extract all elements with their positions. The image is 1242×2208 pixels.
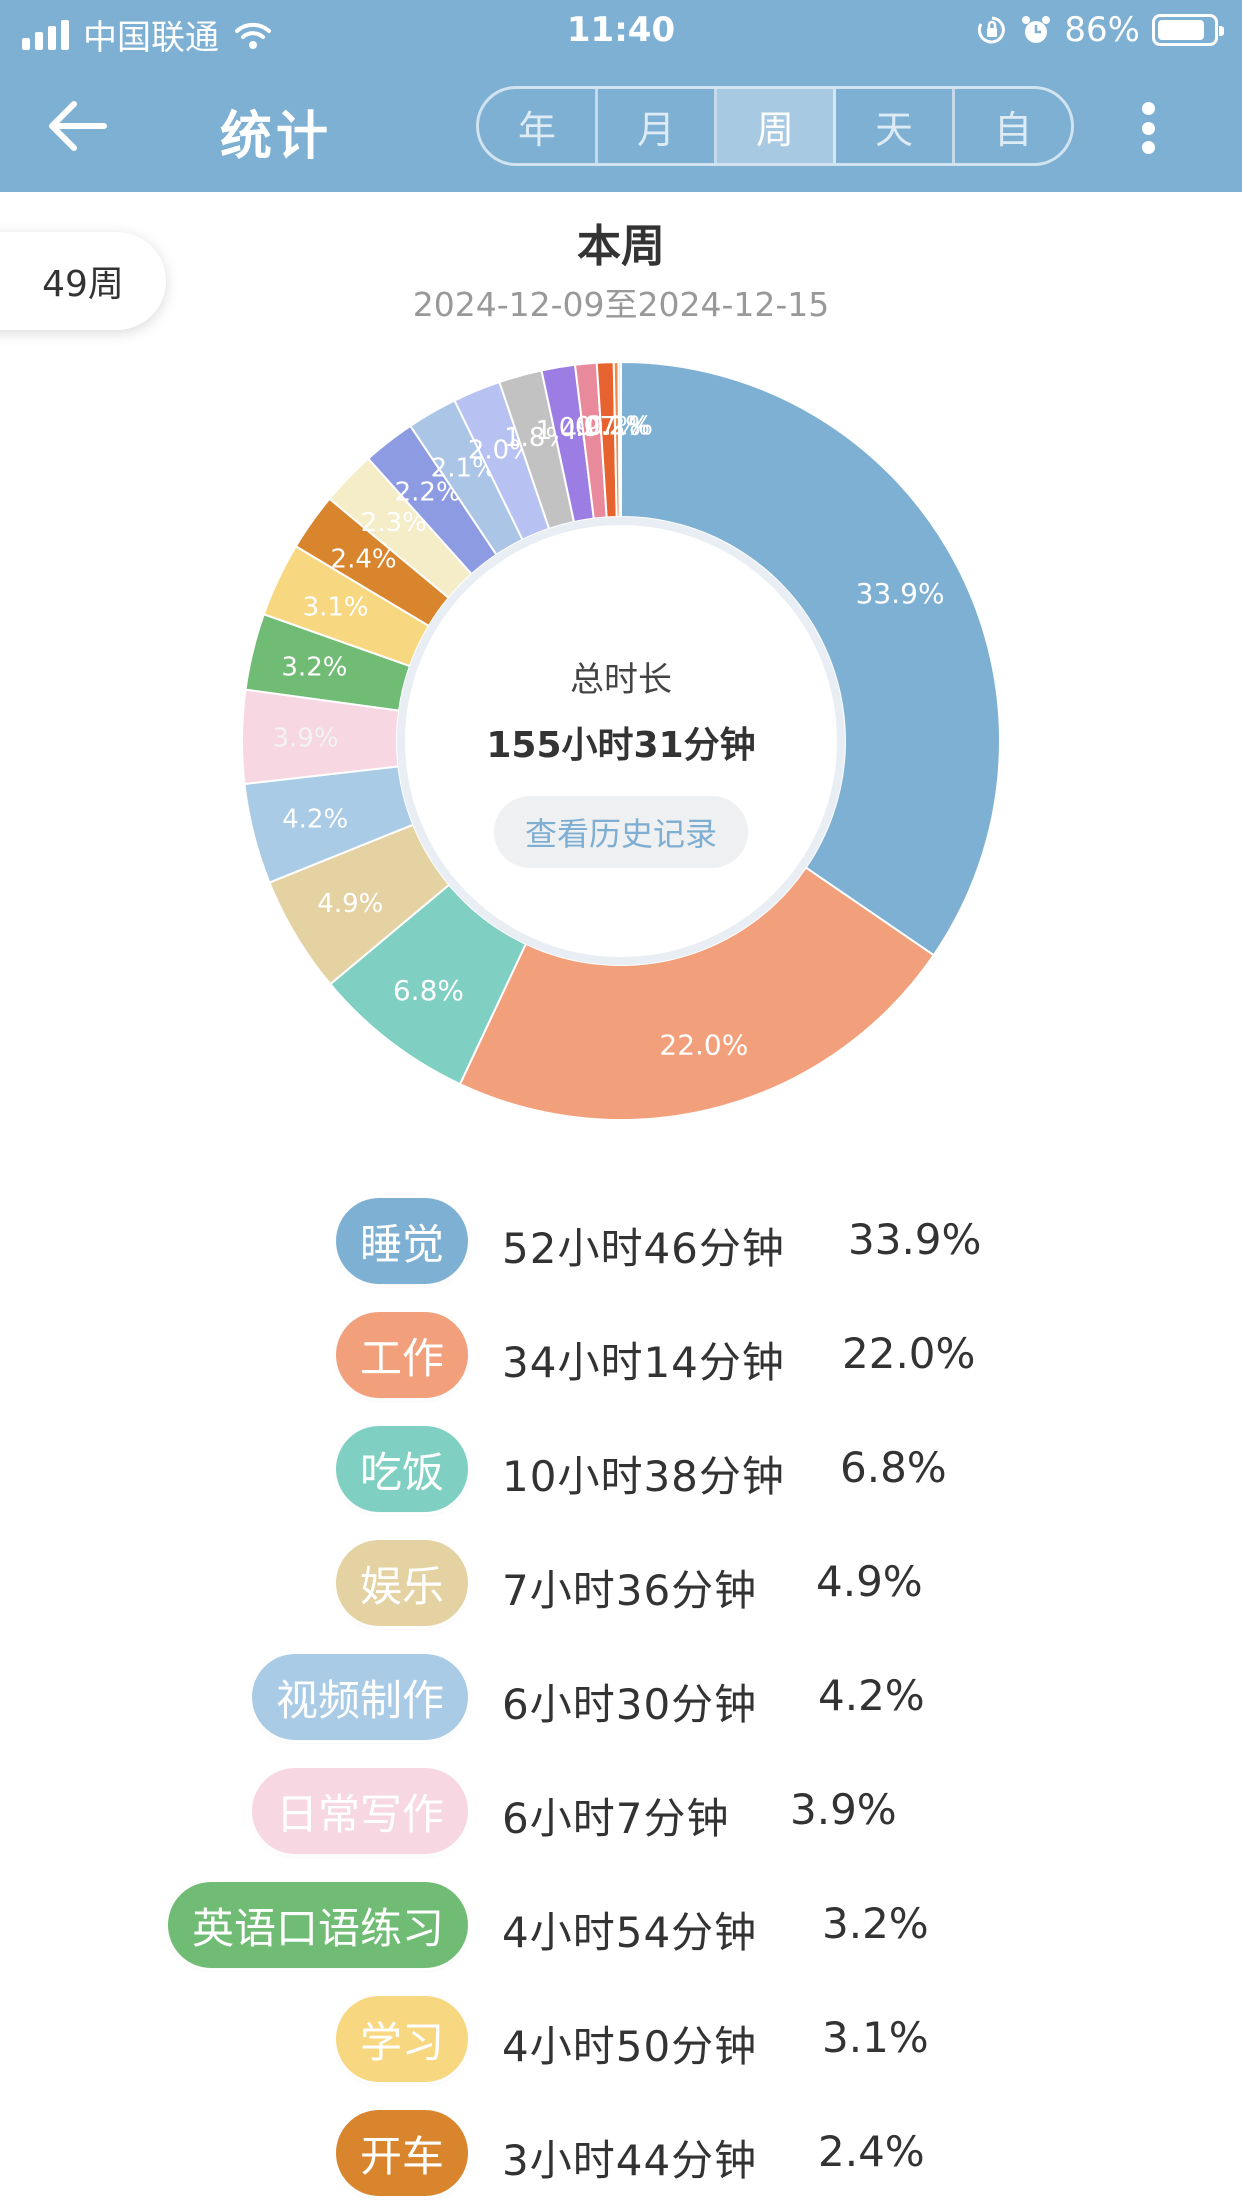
legend-percent: 3.9% — [790, 1785, 897, 1834]
signal-icon — [22, 19, 69, 50]
legend-percent: 33.9% — [848, 1215, 982, 1264]
carrier-name: 中国联通 — [83, 18, 219, 58]
donut-slice-label: 6.8% — [393, 974, 464, 1007]
legend-row[interactable]: 睡觉 52小时46分钟 33.9% — [0, 1198, 1242, 1284]
legend-percent: 22.0% — [842, 1329, 976, 1378]
legend-row[interactable]: 工作 34小时14分钟 22.0% — [0, 1312, 1242, 1398]
legend-percent: 4.2% — [818, 1671, 925, 1720]
legend-duration: 6小时30分钟 — [502, 1680, 758, 1729]
legend-row[interactable]: 视频制作 6小时30分钟 4.2% — [0, 1654, 1242, 1740]
more-options-icon[interactable] — [1126, 96, 1170, 160]
donut-slice-label: 3.1% — [303, 593, 369, 623]
period-title: 本周 — [577, 221, 665, 272]
tab-day[interactable]: 天 — [836, 89, 955, 163]
legend-duration: 6小时7分钟 — [502, 1794, 730, 1843]
week-number-badge[interactable]: 49周 — [0, 232, 166, 330]
status-time: 11:40 — [566, 10, 676, 50]
legend-row[interactable]: 吃饭 10小时38分钟 6.8% — [0, 1426, 1242, 1512]
legend-duration: 52小时46分钟 — [502, 1224, 785, 1273]
legend-percent: 6.8% — [840, 1443, 947, 1492]
tab-month[interactable]: 月 — [598, 89, 717, 163]
battery-percent: 86% — [1064, 10, 1140, 50]
donut-chart-svg: 33.9%22.0%6.8%4.9%4.2%3.9%3.2%3.1%2.4%2.… — [241, 360, 1001, 1121]
legend-category-pill[interactable]: 日常写作 — [251, 1768, 468, 1854]
legend-category-pill[interactable]: 开车 — [335, 2110, 468, 2196]
tab-custom[interactable]: 自 — [993, 107, 1032, 152]
donut-slice-label: 3.9% — [272, 723, 338, 753]
legend-percent: 4.9% — [816, 1557, 923, 1606]
legend-row[interactable]: 开车 3小时44分钟 2.4% — [0, 2110, 1242, 2196]
back-arrow-icon[interactable] — [40, 90, 120, 162]
period-date-range: 2024-12-09至2024-12-15 — [412, 285, 830, 324]
legend-duration: 7小时36分钟 — [502, 1566, 758, 1615]
battery-icon — [1152, 14, 1224, 46]
alarm-icon — [1022, 16, 1051, 43]
donut-slice-label: 3.2% — [281, 652, 347, 682]
donut-slice-label: 33.9% — [856, 577, 945, 610]
legend-row[interactable]: 日常写作 6小时7分钟 3.9% — [0, 1768, 1242, 1854]
donut-slice-label: 4.2% — [282, 805, 348, 835]
donut-slice-label: 4.9% — [317, 889, 383, 919]
legend-category-pill[interactable]: 英语口语练习 — [167, 1882, 468, 1968]
top-bar: 中国联通 11:40 86% — [0, 0, 1242, 192]
status-bar: 中国联通 11:40 86% — [0, 0, 1242, 62]
period-segmented-control: 年 月 周 天 自 — [476, 86, 1074, 166]
legend-category-pill[interactable]: 睡觉 — [335, 1198, 468, 1284]
page-title: 统计 — [220, 107, 333, 167]
view-history-button[interactable]: 查看历史记录 — [494, 796, 748, 868]
legend-category-pill[interactable]: 娱乐 — [335, 1540, 468, 1626]
tab-year[interactable]: 年 — [479, 89, 598, 163]
wifi-icon — [235, 22, 271, 49]
legend-row[interactable]: 学习 4小时50分钟 3.1% — [0, 1996, 1242, 2082]
donut-slice-label: 0.2% — [584, 412, 650, 442]
donut-slice-label: 0.7% — [575, 412, 641, 442]
legend-duration: 4小时50分钟 — [502, 2022, 758, 2071]
legend-row[interactable]: 娱乐 7小时36分钟 4.9% — [0, 1540, 1242, 1626]
donut-slice-label: 2.4% — [331, 545, 397, 575]
legend-duration: 3小时44分钟 — [502, 2136, 758, 2185]
nav-bar: 统计 年 月 周 天 自 — [0, 62, 1242, 192]
legend-percent: 3.1% — [822, 2013, 929, 2062]
legend-category-pill[interactable]: 工作 — [335, 1312, 468, 1398]
legend-category-pill[interactable]: 学习 — [335, 1996, 468, 2082]
legend-percent: 2.4% — [818, 2127, 925, 2176]
donut-inner-ring — [397, 517, 845, 965]
orientation-lock-icon — [978, 16, 1006, 44]
legend-category-pill[interactable]: 吃饭 — [335, 1426, 468, 1512]
legend-duration: 10小时38分钟 — [502, 1452, 785, 1501]
legend-percent: 3.2% — [822, 1899, 929, 1948]
tab-week[interactable]: 周 — [717, 89, 836, 163]
donut-slice-label: 0.1% — [587, 412, 653, 442]
legend-category-pill[interactable]: 视频制作 — [251, 1654, 468, 1740]
donut-slice-label: 22.0% — [659, 1028, 748, 1061]
legend-duration: 34小时14分钟 — [502, 1338, 785, 1387]
legend-row[interactable]: 英语口语练习 4小时54分钟 3.2% — [0, 1882, 1242, 1968]
legend-duration: 4小时54分钟 — [502, 1908, 758, 1957]
donut-chart: 33.9% 22.0% 6.8% 4.9% 4.2% 3.9% 3.2% 3.1% 2.4% 2.… — [240, 360, 1002, 1122]
